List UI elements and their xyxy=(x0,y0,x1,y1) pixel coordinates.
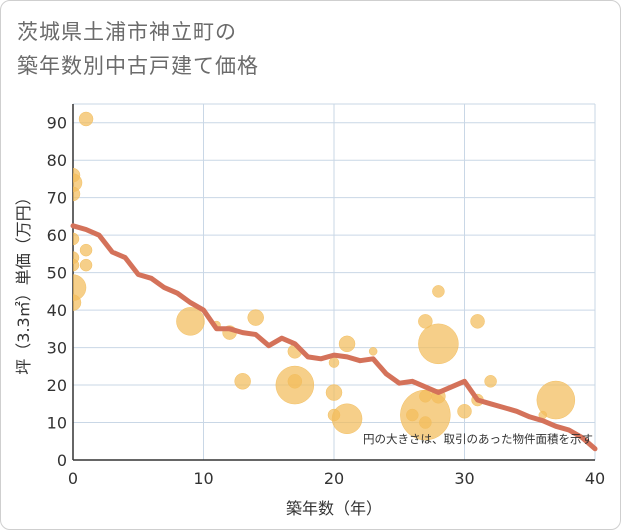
average-price-line xyxy=(70,223,598,452)
bubble-point xyxy=(234,373,251,390)
y-tick-label: 60 xyxy=(47,226,67,245)
bubble-point xyxy=(325,384,343,401)
x-tick-label: 40 xyxy=(585,469,605,488)
x-tick-label: 30 xyxy=(454,469,474,488)
bubble-point xyxy=(73,258,80,272)
chart-title-line-1: 茨城県土浦市神立町の xyxy=(17,20,237,44)
bubble-point xyxy=(338,335,356,353)
chart-title-line-2: 築年数別中古戸建て価格 xyxy=(17,54,259,78)
bubble-point xyxy=(275,365,315,405)
y-tick-label: 80 xyxy=(47,151,67,170)
y-axis-label: 坪（3.3㎡）単価（万円） xyxy=(14,189,33,374)
bubble-point xyxy=(79,258,93,272)
y-tick-label: 70 xyxy=(47,189,67,208)
x-tick-label: 10 xyxy=(193,469,213,488)
bubble-point xyxy=(73,274,87,301)
bubble-point xyxy=(432,285,445,298)
bubble-point xyxy=(470,314,485,329)
bubble-point xyxy=(247,309,264,326)
x-tick-label: 0 xyxy=(68,469,78,488)
tick-labels: 0 10 20 30 40 50 60 70 80 90 0 10 20 30 40 xyxy=(47,114,606,488)
y-tick-label: 50 xyxy=(47,264,67,283)
bubble-size-note: 円の大きさは、取引のあった物件面積を示す xyxy=(363,432,593,446)
x-tick-label: 20 xyxy=(324,469,344,488)
y-tick-label: 20 xyxy=(47,376,67,395)
y-tick-label: 40 xyxy=(47,301,67,320)
trend-line-layer xyxy=(70,223,598,452)
bubble-point xyxy=(73,294,82,311)
grid-lines xyxy=(72,103,596,461)
bubble-point xyxy=(73,186,81,202)
y-tick-label: 90 xyxy=(47,114,67,133)
bubble-point xyxy=(331,403,363,435)
x-axis-label: 築年数（年） xyxy=(286,499,382,518)
bubble-point xyxy=(176,307,205,336)
bubble-point xyxy=(419,416,432,429)
bubble-point xyxy=(368,347,378,356)
bubble-point xyxy=(73,232,80,246)
chart-title: 茨城県土浦市神立町の 築年数別中古戸建て価格 xyxy=(17,15,259,83)
bubble-point xyxy=(328,357,340,368)
y-tick-label: 0 xyxy=(57,451,67,470)
y-tick-label: 30 xyxy=(47,339,67,358)
bubble-point xyxy=(78,111,94,127)
bubble-point xyxy=(536,380,576,420)
bubble-point xyxy=(484,375,497,388)
bubble-point xyxy=(457,404,472,419)
bubble-point xyxy=(418,323,459,365)
bubble-point xyxy=(79,243,93,257)
y-tick-label: 10 xyxy=(47,414,67,433)
